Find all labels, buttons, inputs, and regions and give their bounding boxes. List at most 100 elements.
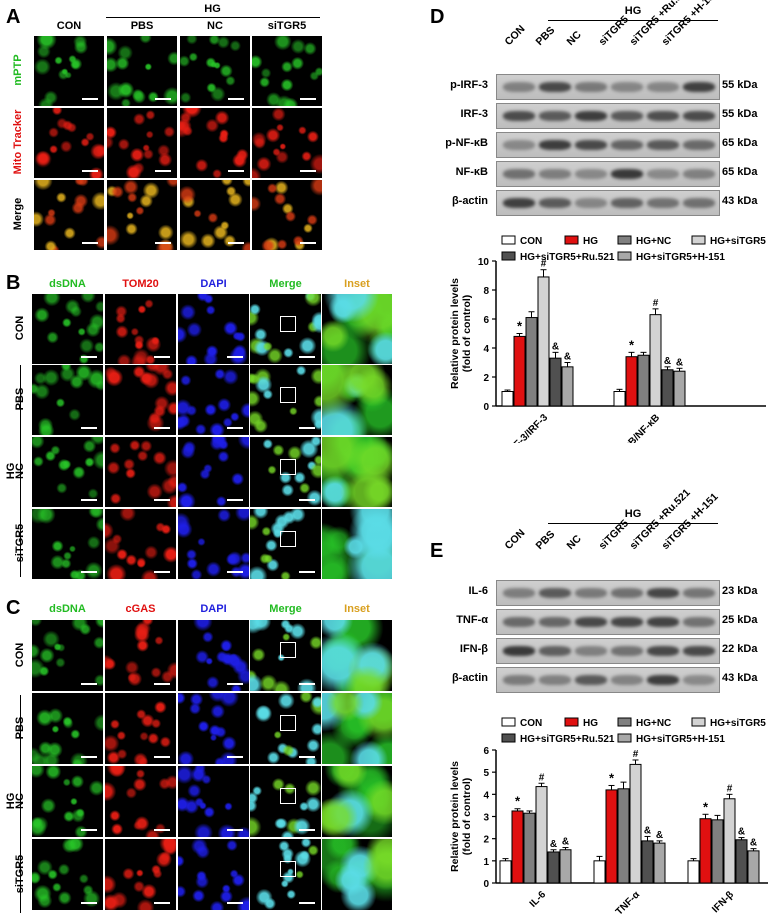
scale-bar [154, 499, 170, 501]
micrograph-b-dsdna-pbs [32, 365, 103, 435]
d-band-1-5 [683, 111, 715, 122]
legend-label-4: HG+siTGR5+Ru.521 [520, 734, 615, 745]
scale-bar [82, 170, 98, 172]
y-tick-label-3: 3 [483, 813, 489, 824]
significance-mark-2-4: & [738, 827, 745, 838]
scale-bar [300, 98, 316, 100]
micrograph-b-tom20-pbs [105, 365, 176, 435]
micrograph-c-cgas-sitgr5 [105, 839, 176, 910]
bar-0-1 [513, 335, 526, 407]
legend-swatch-2 [617, 717, 632, 727]
d-blot-strip-2 [496, 132, 720, 158]
panel-b-group-bracket [20, 365, 21, 577]
d-kda-3: 65 kDa [722, 166, 758, 178]
micrograph-b-tom20-nc [105, 437, 176, 507]
c-column-dapi: DAPI [200, 603, 227, 615]
panel-letter-d: D [430, 6, 445, 28]
significance-mark-1-1: * [609, 770, 615, 785]
micrograph-b-tom20-con [105, 294, 176, 364]
bar-1-4 [661, 369, 674, 407]
scale-bar [299, 829, 315, 831]
micrograph-b-tom20-sitgr5 [105, 509, 176, 579]
bar-1-1 [625, 356, 638, 407]
significance-mark-0-5: & [564, 352, 571, 363]
scale-bar [228, 98, 244, 100]
y-axis-label-line1: Relative protein levels [449, 761, 461, 872]
e-band-2-3 [611, 646, 643, 657]
e-band-1-3 [611, 617, 643, 628]
y-tick-label-2: 4 [483, 344, 489, 355]
bar-0-2 [523, 812, 536, 884]
legend-label-3: HG+siTGR5 [710, 718, 766, 729]
d-band-0-1 [539, 82, 571, 93]
micrograph-a-merge-pbs [107, 180, 177, 250]
b-column-inset: Inset [344, 278, 370, 290]
e-band-3-4 [647, 675, 679, 686]
panel-e-group-line [548, 523, 718, 524]
significance-mark-0-1: * [515, 794, 521, 809]
e-blot-strip-3 [496, 667, 720, 693]
micrograph-b-inset-con [322, 294, 392, 364]
d-band-1-3 [611, 111, 643, 122]
category-label-1: TNF-α [614, 889, 643, 918]
d-band-0-3 [611, 82, 643, 93]
legend-swatch-5 [617, 733, 632, 743]
micrograph-b-dapi-nc [178, 437, 249, 507]
significance-mark-1-3: # [633, 749, 639, 760]
significance-mark-2-1: * [703, 799, 709, 814]
bar-0-1 [511, 810, 524, 884]
e-band-0-4 [647, 588, 679, 599]
e-blot-strip-1 [496, 609, 720, 635]
panel-a-row-label-merge: Merge [12, 197, 24, 231]
panel-a-column-sitgr5: siTGR5 [267, 20, 307, 32]
micrograph-c-cgas-nc [105, 766, 176, 837]
panel-a-column-nc: NC [207, 20, 223, 32]
e-kda-2: 22 kDa [722, 643, 758, 655]
bar-2-5 [747, 850, 760, 884]
e-blot-label-2: IFN-β [459, 643, 488, 655]
micrograph-a-green-con [34, 36, 104, 106]
bar-1-4 [641, 840, 654, 884]
inset-box [280, 642, 296, 658]
scale-bar [227, 902, 243, 904]
e-blot-label-3: β-actin [451, 672, 488, 684]
d-band-4-2 [575, 198, 607, 209]
micrograph-c-dsdna-pbs [32, 693, 103, 764]
inset-box [280, 531, 296, 547]
legend-swatch-5 [617, 251, 632, 261]
e-band-1-5 [683, 617, 715, 628]
b-column-dapi: DAPI [200, 278, 227, 290]
micrograph-b-dsdna-nc [32, 437, 103, 507]
d-kda-4: 43 kDa [722, 195, 758, 207]
e-band-0-5 [683, 588, 715, 599]
significance-mark-0-3: # [539, 772, 545, 783]
legend-label-5: HG+siTGR5+H-151 [636, 252, 725, 263]
bar-1-1 [605, 789, 618, 884]
bar-2-2 [711, 819, 724, 884]
scale-bar [81, 427, 97, 429]
e-lane-0: CON [502, 527, 528, 552]
bar-0-5 [559, 849, 572, 884]
micrograph-a-merge-con [34, 180, 104, 250]
d-band-2-2 [575, 140, 607, 151]
significance-mark-2-3: # [727, 783, 733, 794]
e-band-2-5 [683, 646, 715, 657]
d-kda-0: 55 kDa [722, 79, 758, 91]
micrograph-c-dapi-sitgr5 [178, 839, 249, 910]
d-blot-strip-0 [496, 74, 720, 100]
micrograph-b-inset-sitgr5 [322, 509, 392, 579]
panel-letter-a: A [6, 6, 21, 28]
bar-1-2 [637, 354, 650, 407]
legend-label-2: HG+NC [636, 236, 671, 247]
e-band-1-4 [647, 617, 679, 628]
panel-a-row-label-green: mPTP [12, 54, 24, 86]
micrograph-b-dsdna-con [32, 294, 103, 364]
inset-box [280, 788, 296, 804]
inset-box [280, 387, 296, 403]
y-tick-label-4: 4 [483, 790, 489, 801]
micrograph-b-dapi-pbs [178, 365, 249, 435]
scale-bar [81, 902, 97, 904]
legend-swatch-4 [501, 251, 516, 261]
panel-a-group-line [106, 17, 320, 18]
bar-2-0 [687, 860, 700, 884]
